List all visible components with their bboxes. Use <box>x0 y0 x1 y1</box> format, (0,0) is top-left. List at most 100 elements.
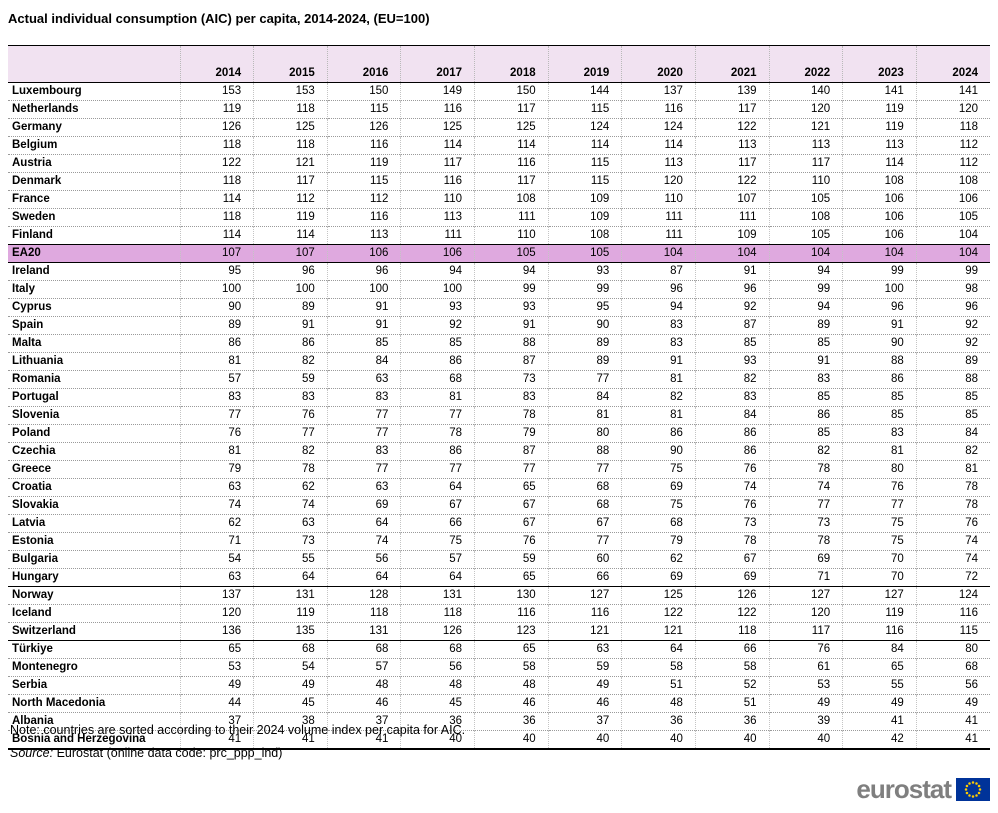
value-cell: 46 <box>474 694 549 713</box>
value-cell: 141 <box>842 82 917 101</box>
value-cell: 131 <box>400 586 475 605</box>
value-cell: 46 <box>326 694 401 713</box>
country-cell: Luxembourg <box>8 82 180 101</box>
value-cell: 49 <box>768 694 843 713</box>
year-header: 2022 <box>768 45 843 83</box>
value-cell: 116 <box>400 100 475 119</box>
value-cell: 63 <box>326 370 401 389</box>
value-cell: 88 <box>842 352 917 371</box>
value-cell: 114 <box>842 154 917 173</box>
value-cell: 121 <box>253 154 328 173</box>
value-cell: 118 <box>694 622 769 641</box>
value-cell: 73 <box>474 370 549 389</box>
value-cell: 81 <box>400 388 475 407</box>
value-cell: 40 <box>547 730 622 749</box>
value-cell: 41 <box>253 730 328 749</box>
value-cell: 49 <box>253 676 328 695</box>
value-cell: 67 <box>694 550 769 569</box>
value-cell: 89 <box>915 352 990 371</box>
value-cell: 105 <box>474 244 549 263</box>
value-cell: 78 <box>915 478 990 497</box>
country-cell: Serbia <box>8 676 180 695</box>
value-cell: 104 <box>694 244 769 263</box>
value-cell: 113 <box>694 136 769 155</box>
table-row: Switzerland 136 135 131 126 123 121 121 118 117 11… <box>8 622 990 641</box>
value-cell: 100 <box>842 280 917 299</box>
value-cell: 66 <box>694 640 769 659</box>
value-cell: 93 <box>474 298 549 317</box>
table-row: Cyprus 90 89 91 93 93 95 94 92 94 96 96 <box>8 298 990 317</box>
value-cell: 77 <box>768 496 843 515</box>
value-cell: 104 <box>915 244 990 263</box>
value-cell: 91 <box>326 298 401 317</box>
country-cell: Lithuania <box>8 352 180 371</box>
table-row: Sweden 118 119 116 113 111 109 111 111 108 106 105 <box>8 208 990 227</box>
value-cell: 109 <box>694 226 769 245</box>
value-cell: 93 <box>400 298 475 317</box>
value-cell: 89 <box>768 316 843 335</box>
country-cell: Hungary <box>8 568 180 587</box>
country-cell: Estonia <box>8 532 180 551</box>
value-cell: 113 <box>768 136 843 155</box>
value-cell: 49 <box>915 694 990 713</box>
table-row: EA20 107 107 106 106 105 105 104 104 104 104 104 <box>8 244 990 263</box>
value-cell: 110 <box>621 190 696 209</box>
value-cell: 80 <box>547 424 622 443</box>
value-cell: 106 <box>842 208 917 227</box>
value-cell: 150 <box>326 82 401 101</box>
value-cell: 118 <box>253 100 328 119</box>
value-cell: 116 <box>547 604 622 623</box>
country-cell: Türkiye <box>8 640 180 659</box>
value-cell: 85 <box>326 334 401 353</box>
value-cell: 65 <box>179 640 254 659</box>
value-cell: 113 <box>842 136 917 155</box>
value-cell: 130 <box>474 586 549 605</box>
country-cell: Iceland <box>8 604 180 623</box>
value-cell: 57 <box>179 370 254 389</box>
value-cell: 84 <box>547 388 622 407</box>
value-cell: 41 <box>326 730 401 749</box>
country-cell: Finland <box>8 226 180 245</box>
value-cell: 121 <box>547 622 622 641</box>
value-cell: 122 <box>621 604 696 623</box>
value-cell: 77 <box>474 460 549 479</box>
value-cell: 36 <box>400 712 475 731</box>
value-cell: 96 <box>326 262 401 281</box>
value-cell: 82 <box>253 442 328 461</box>
value-cell: 119 <box>326 154 401 173</box>
value-cell: 144 <box>547 82 622 101</box>
value-cell: 82 <box>621 388 696 407</box>
value-cell: 106 <box>842 226 917 245</box>
value-cell: 84 <box>694 406 769 425</box>
country-cell: Slovenia <box>8 406 180 425</box>
value-cell: 100 <box>400 280 475 299</box>
value-cell: 106 <box>326 244 401 263</box>
value-cell: 95 <box>547 298 622 317</box>
value-cell: 49 <box>842 694 917 713</box>
value-cell: 92 <box>400 316 475 335</box>
value-cell: 69 <box>621 568 696 587</box>
value-cell: 91 <box>842 316 917 335</box>
value-cell: 116 <box>400 172 475 191</box>
value-cell: 40 <box>400 730 475 749</box>
country-cell: Cyprus <box>8 298 180 317</box>
value-cell: 83 <box>326 442 401 461</box>
country-cell: Greece <box>8 460 180 479</box>
table-row: Germany 126 125 126 125 125 124 124 122 121 119 118 <box>8 118 990 137</box>
value-cell: 87 <box>694 316 769 335</box>
value-cell: 85 <box>400 334 475 353</box>
value-cell: 131 <box>326 622 401 641</box>
value-cell: 74 <box>915 532 990 551</box>
value-cell: 118 <box>253 136 328 155</box>
value-cell: 57 <box>326 658 401 677</box>
value-cell: 89 <box>547 334 622 353</box>
value-cell: 99 <box>474 280 549 299</box>
value-cell: 63 <box>179 478 254 497</box>
value-cell: 117 <box>694 100 769 119</box>
value-cell: 75 <box>842 514 917 533</box>
country-cell: Netherlands <box>8 100 180 119</box>
value-cell: 125 <box>400 118 475 137</box>
value-cell: 114 <box>179 226 254 245</box>
value-cell: 74 <box>768 478 843 497</box>
